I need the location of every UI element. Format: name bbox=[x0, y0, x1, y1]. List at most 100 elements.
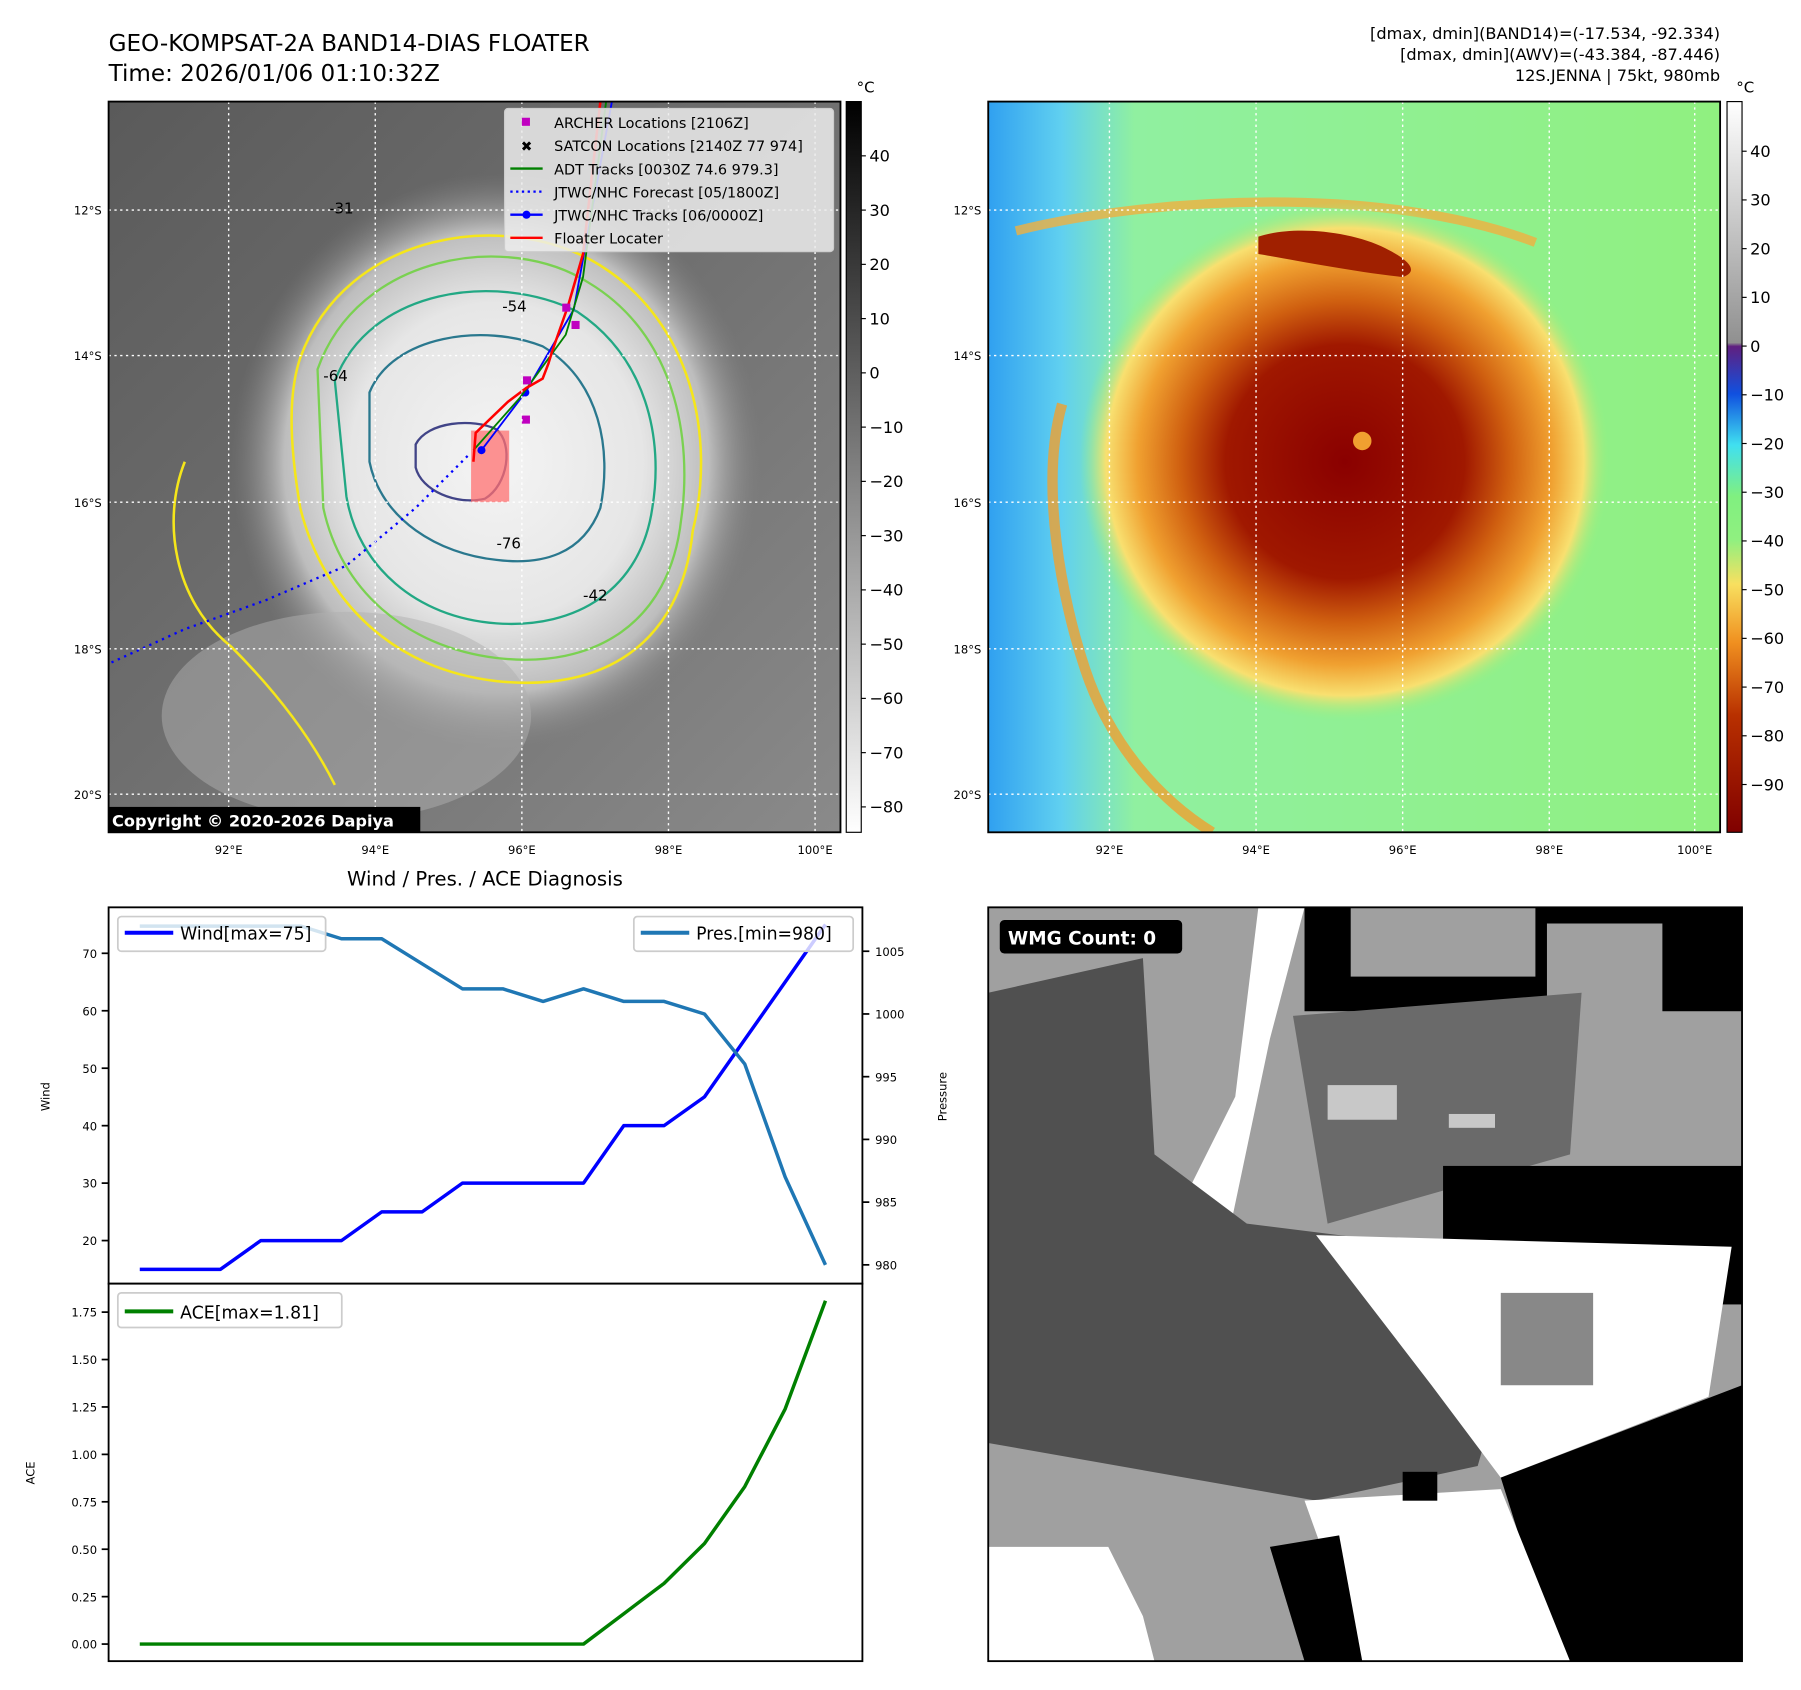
colorbar-tick-label: −10 bbox=[1750, 386, 1784, 405]
lon-label: 98°E bbox=[1535, 843, 1563, 857]
pressure-tick-label: 1005 bbox=[875, 945, 904, 959]
pressure-tick-label: 990 bbox=[875, 1133, 897, 1147]
track-legend: ARCHER Locations [2106Z] ✖ SATCON Locati… bbox=[503, 107, 835, 253]
lat-label: 12°S bbox=[954, 204, 982, 218]
chart-marks: 20 30 40 50 60 70 980 985 990 995 1000 1005 0.00 0.25… bbox=[71, 923, 904, 1652]
colorbar-tick-label: 40 bbox=[869, 147, 890, 166]
lat-label: 18°S bbox=[954, 642, 982, 656]
lat-label: 12°S bbox=[74, 204, 102, 218]
floater-box bbox=[471, 430, 510, 503]
ace-legend: ACE[max=1.81] bbox=[116, 1292, 343, 1329]
legend-adt: ADT Tracks [0030Z 74.6 979.3] bbox=[554, 162, 778, 178]
lon-label: 100°E bbox=[1677, 843, 1712, 857]
color-ir-colorbar-ticks: 40 30 20 10 0 −10 −20 −30 −40 −50 −60 −70 −80 −90 bbox=[1742, 142, 1784, 794]
pressure-tick-label: 980 bbox=[875, 1258, 897, 1272]
title-line2: Time: 2026/01/06 01:10:32Z bbox=[108, 61, 440, 87]
lat-label: 16°S bbox=[954, 496, 982, 510]
ace-tick-label: 0.50 bbox=[71, 1543, 97, 1557]
legend-tracks: JTWC/NHC Tracks [06/0000Z] bbox=[553, 208, 763, 224]
lat-label: 16°S bbox=[74, 496, 102, 510]
colorbar-tick-label: −10 bbox=[869, 418, 903, 437]
satcon-legend-marker: ✖ bbox=[521, 139, 533, 155]
wmg-count-text: WMG Count: 0 bbox=[1008, 928, 1156, 949]
wind-pres-axes bbox=[107, 906, 864, 1285]
ir-colorbar-ticks: 40 30 20 10 0 −10 −20 −30 −40 −50 −60 −70 −80 bbox=[861, 147, 903, 817]
wind-axis-label: Wind bbox=[39, 1082, 53, 1111]
contour-label: -31 bbox=[329, 200, 354, 218]
colorbar-tick-label: −20 bbox=[1750, 434, 1784, 453]
ace-tick-label: 0.00 bbox=[71, 1638, 97, 1652]
stats-line2: [dmax, dmin](AWV)=(-43.384, -87.446) bbox=[1400, 45, 1720, 64]
ace-tick-label: 0.25 bbox=[71, 1590, 97, 1604]
lon-label: 94°E bbox=[1242, 843, 1270, 857]
lat-label: 20°S bbox=[74, 788, 102, 802]
eye bbox=[1353, 431, 1372, 451]
color-ir-map-frame bbox=[987, 100, 1722, 834]
ace-legend-label: ACE[max=1.81] bbox=[180, 1303, 319, 1323]
legend-satcon: SATCON Locations [2140Z 77 974] bbox=[554, 139, 803, 155]
stats-line1: [dmax, dmin](BAND14)=(-17.534, -92.334) bbox=[1370, 24, 1720, 43]
colorbar-tick-label: −30 bbox=[869, 526, 903, 545]
color-ir-map-panel bbox=[988, 101, 1721, 833]
ace-line bbox=[139, 1300, 828, 1646]
colorbar-tick-label: −60 bbox=[1750, 629, 1784, 648]
wind-tick-label: 40 bbox=[82, 1119, 97, 1133]
storm-cloud-shield bbox=[1079, 202, 1611, 722]
map-axis-labels: 12°S 12°S 14°S 14°S 16°S 16°S 18°S 18°S 20°S 20°S… bbox=[74, 204, 1712, 858]
colorbar-tick-label: −70 bbox=[869, 743, 903, 762]
lat-label: 14°S bbox=[954, 349, 982, 363]
colorbar-tick-label: −40 bbox=[1750, 532, 1784, 551]
legend-archer: ARCHER Locations [2106Z] bbox=[554, 116, 749, 132]
lat-label: 20°S bbox=[954, 788, 982, 802]
lat-label: 18°S bbox=[74, 642, 102, 656]
lon-label: 92°E bbox=[215, 843, 243, 857]
wind-tick-label: 20 bbox=[82, 1234, 97, 1248]
lon-label: 92°E bbox=[1096, 843, 1124, 857]
cold-cloud-top-north bbox=[1258, 230, 1411, 278]
ir-colorbar-unit: °C bbox=[857, 78, 875, 96]
ace-tick-label: 1.00 bbox=[71, 1448, 97, 1462]
wind-tick-label: 30 bbox=[82, 1177, 97, 1191]
map-grid bbox=[988, 101, 1721, 833]
wind-tick-label: 50 bbox=[82, 1062, 97, 1076]
contour-label: -64 bbox=[323, 367, 348, 385]
contour-yellow-band bbox=[172, 461, 336, 786]
archer-location bbox=[571, 320, 580, 329]
copyright-box bbox=[108, 806, 421, 833]
pressure-tick-label: 995 bbox=[875, 1070, 897, 1084]
title-line1: GEO-KOMPSAT-2A BAND14-DIAS FLOATER bbox=[109, 31, 590, 57]
jtwc-track-point bbox=[477, 446, 486, 455]
colorbar-tick-label: −70 bbox=[1750, 678, 1784, 697]
pressure-tick-label: 985 bbox=[875, 1196, 897, 1210]
ace-axes bbox=[107, 1282, 864, 1663]
ace-tick-label: 1.50 bbox=[71, 1353, 97, 1367]
colorbar-tick-label: 0 bbox=[1750, 337, 1760, 356]
stats-line3: 12S.JENNA | 75kt, 980mb bbox=[1515, 66, 1720, 85]
colorbar-tick-label: −50 bbox=[869, 635, 903, 654]
pressure-tick-label: 1000 bbox=[875, 1008, 904, 1022]
ace-axis-label: ACE bbox=[24, 1461, 38, 1484]
colorbar-tick-label: 30 bbox=[1750, 191, 1771, 210]
colorbar-tick-label: −30 bbox=[1750, 483, 1784, 502]
colorbar-tick-label: −40 bbox=[869, 581, 903, 600]
colorbar-tick-label: 40 bbox=[1750, 142, 1771, 161]
cloud-band bbox=[161, 611, 532, 820]
contour-label: -42 bbox=[583, 586, 608, 604]
colorbar-tick-label: −50 bbox=[1750, 580, 1784, 599]
wind-tick-label: 70 bbox=[82, 947, 97, 961]
colorbar-tick-label: −80 bbox=[869, 798, 903, 817]
color-ir-colorbar bbox=[1726, 101, 1743, 833]
colorbar-tick-label: −20 bbox=[869, 472, 903, 491]
archer-location bbox=[562, 303, 571, 312]
wmg-count-badge bbox=[999, 920, 1183, 954]
colorbar-tick-label: −90 bbox=[1750, 775, 1784, 794]
rainband-arc bbox=[1014, 197, 1538, 247]
colorbar-tick-label: 10 bbox=[1750, 288, 1771, 307]
lon-label: 96°E bbox=[508, 843, 536, 857]
copyright-text: Copyright © 2020-2026 Dapiya bbox=[112, 812, 394, 831]
lon-label: 94°E bbox=[361, 843, 389, 857]
colorbar-tick-label: 0 bbox=[869, 364, 879, 383]
lon-label: 100°E bbox=[798, 843, 833, 857]
wind-legend: Wind[max=75] bbox=[116, 915, 327, 953]
pressure-legend: Pres.[min=980] bbox=[632, 915, 855, 953]
